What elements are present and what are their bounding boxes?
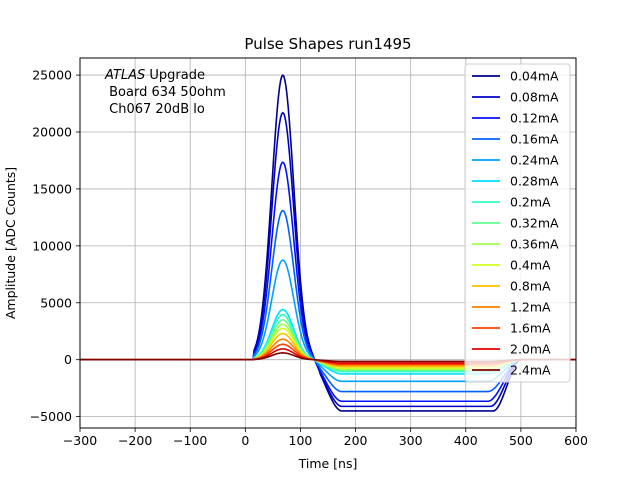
legend-label: 0.32mA: [510, 216, 559, 231]
annotation-line-1: ATLAS Upgrade: [104, 68, 205, 83]
y-tick-label: −5000: [30, 409, 72, 424]
annotation-upgrade: Upgrade: [145, 68, 205, 83]
y-tick-label: 0: [64, 352, 72, 367]
x-axis-label: Time [ns]: [298, 456, 358, 471]
plot-frame: [79, 57, 577, 429]
annotation-atlas: ATLAS: [104, 68, 145, 83]
legend-label: 0.12mA: [510, 111, 559, 126]
y-axis-label: Amplitude [ADC Counts]: [3, 167, 18, 319]
y-tick-label: 5000: [40, 295, 72, 310]
x-tick-label: −100: [173, 433, 207, 448]
legend-label: 1.6mA: [510, 321, 551, 336]
legend-frame: [464, 63, 571, 383]
y-tick-label: 15000: [32, 181, 72, 196]
y-tick-label: 10000: [32, 238, 72, 253]
legend-label: 0.24mA: [510, 153, 559, 168]
atlas-annotation: ATLAS Upgrade Board 634 50ohm Ch067 20dB…: [104, 68, 226, 117]
y-tick-label: 25000: [32, 68, 72, 83]
x-tick-label: 200: [344, 433, 368, 448]
x-tick-label: −200: [118, 433, 152, 448]
legend-label: 0.8mA: [510, 279, 551, 294]
legend-label: 2.0mA: [510, 342, 551, 357]
x-tick-label: 100: [289, 433, 313, 448]
x-tick-label: 0: [241, 433, 249, 448]
x-axis-ticks: −300 −200 −100 0 100 200 300 400 500 600: [63, 428, 588, 448]
y-tick-label: 20000: [32, 125, 72, 140]
legend-label: 0.08mA: [510, 90, 559, 105]
annotation-line-2: Board 634 50ohm: [105, 85, 226, 100]
x-tick-label: 600: [564, 433, 588, 448]
legend-label: 2.4mA: [510, 363, 551, 378]
legend-label: 0.04mA: [510, 69, 559, 84]
x-tick-label: 400: [454, 433, 478, 448]
legend-label: 1.2mA: [510, 300, 551, 315]
y-axis-ticks: −5000 0 5000 10000 15000 20000 25000: [30, 68, 80, 424]
legend-label: 0.36mA: [510, 237, 559, 252]
legend: 0.04mA 0.08mA 0.12mA 0.16mA 0.24mA 0.28mA 0.2m…: [464, 63, 571, 383]
legend-label: 0.28mA: [510, 174, 559, 189]
chart-title: Pulse Shapes run1495: [244, 35, 411, 53]
annotation-line-3: Ch067 20dB lo: [105, 102, 205, 117]
x-tick-label: −300: [63, 433, 97, 448]
legend-label: 0.2mA: [510, 195, 551, 210]
x-tick-label: 500: [509, 433, 533, 448]
x-tick-label: 300: [399, 433, 423, 448]
legend-label: 0.16mA: [510, 132, 559, 147]
legend-label: 0.4mA: [510, 258, 551, 273]
